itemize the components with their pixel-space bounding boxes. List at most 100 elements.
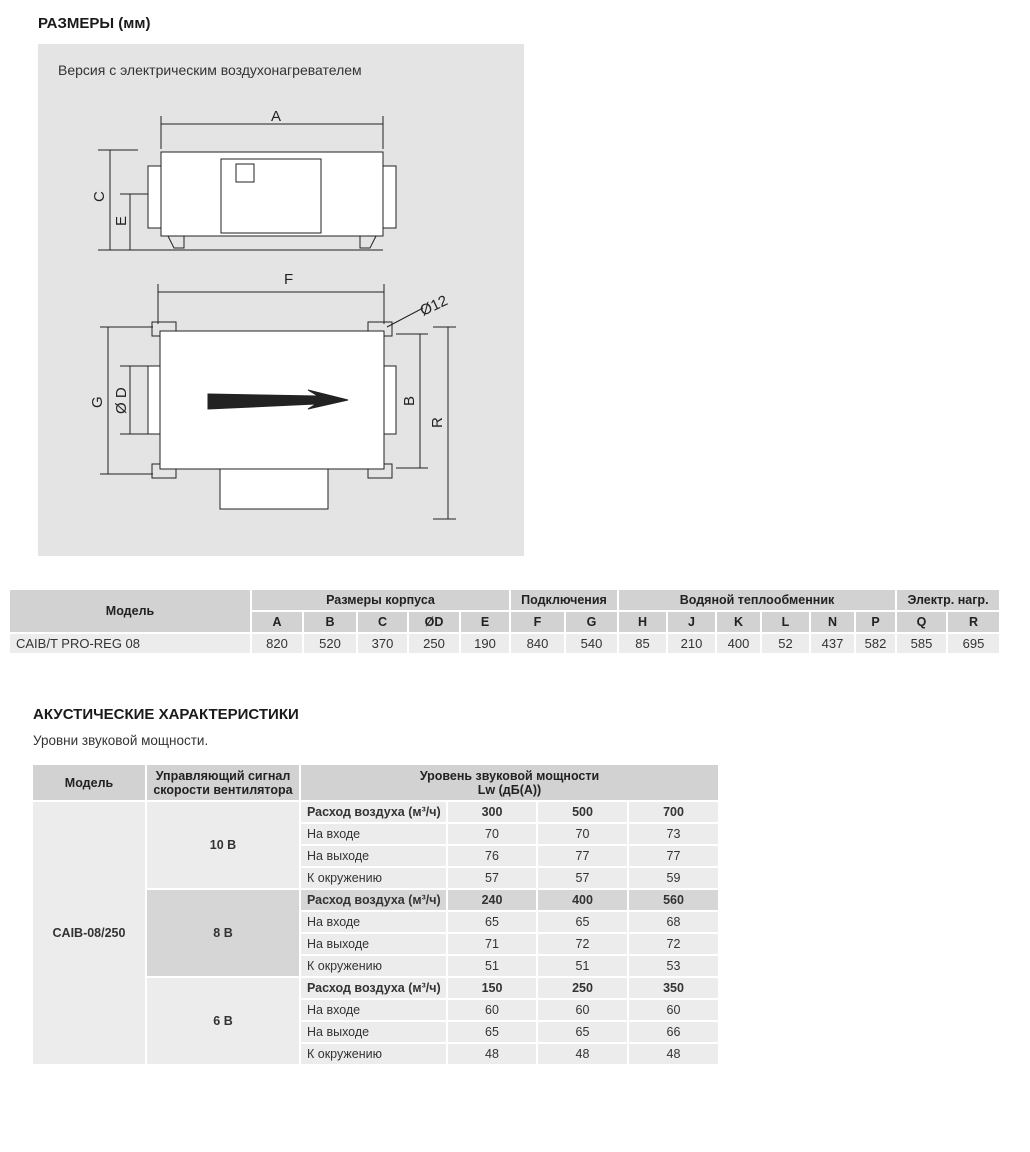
value-cell: 48	[448, 1044, 536, 1064]
acoustic-table: Модель Управляющий сигнал скорости венти…	[31, 763, 720, 1066]
label-B: B	[401, 396, 418, 406]
row-label: Расход воздуха (м³/ч)	[301, 890, 446, 910]
column-header: G	[566, 612, 617, 632]
value-cell: 250	[409, 634, 459, 653]
value-cell: 70	[538, 824, 627, 844]
label-F: F	[284, 271, 293, 288]
value-cell: 400	[538, 890, 627, 910]
value-cell: 820	[252, 634, 302, 653]
unit-drawing: A C E F Ø12 G Ø D B R	[89, 108, 456, 520]
value-cell: 65	[538, 912, 627, 932]
dimensions-title: РАЗМЕРЫ (мм)	[38, 15, 151, 32]
row-label: На выходе	[301, 846, 446, 866]
row-label: Расход воздуха (м³/ч)	[301, 802, 446, 822]
column-header: E	[461, 612, 509, 632]
signal-cell: 8 В	[147, 890, 299, 976]
table-row: На выходе 71 72 72	[33, 934, 718, 954]
value-cell: 73	[629, 824, 718, 844]
row-label: На выходе	[301, 934, 446, 954]
column-header: B	[304, 612, 356, 632]
table-row: На входе 70 70 73	[33, 824, 718, 844]
label-R: R	[429, 417, 446, 428]
row-label: Расход воздуха (м³/ч)	[301, 978, 446, 998]
row-label: На входе	[301, 912, 446, 932]
column-header: J	[668, 612, 715, 632]
column-header: L	[762, 612, 809, 632]
value-cell: 520	[304, 634, 356, 653]
dimensions-table: Модель Размеры корпуса Подключения Водян…	[8, 588, 1001, 655]
column-header: Q	[897, 612, 946, 632]
table-row: К окружению 51 51 53	[33, 956, 718, 976]
column-header: N	[811, 612, 854, 632]
value-cell: 350	[629, 978, 718, 998]
column-header: K	[717, 612, 760, 632]
value-cell: 400	[717, 634, 760, 653]
level-unit: Lw (дБ(A))	[477, 782, 542, 797]
value-cell: 60	[629, 1000, 718, 1020]
value-cell: 48	[538, 1044, 627, 1064]
acoustic-subtitle: Уровни звуковой мощности.	[33, 733, 209, 748]
signal-header: Управляющий сигнал скорости вентилятора	[147, 765, 299, 800]
value-cell: 250	[538, 978, 627, 998]
level-title: Уровень звуковой мощности	[419, 768, 600, 783]
value-cell: 53	[629, 956, 718, 976]
value-cell: 72	[538, 934, 627, 954]
value-cell: 57	[538, 868, 627, 888]
signal-cell: 10 В	[147, 802, 299, 888]
value-cell: 210	[668, 634, 715, 653]
value-cell: 48	[629, 1044, 718, 1064]
group-header: Подключения	[511, 590, 617, 610]
model-header: Модель	[10, 590, 250, 632]
column-header: R	[948, 612, 999, 632]
column-header: F	[511, 612, 564, 632]
value-cell: 500	[538, 802, 627, 822]
dimension-drawing: Версия с электрическим воздухонагревател…	[38, 44, 524, 556]
value-cell: 59	[629, 868, 718, 888]
table-row: 6 В Расход воздуха (м³/ч) 150 250 350	[33, 978, 718, 1064]
value-cell: 71	[448, 934, 536, 954]
drawing-caption: Версия с электрическим воздухонагревател…	[58, 62, 362, 78]
value-cell: 370	[358, 634, 407, 653]
group-header: Электр. нагр.	[897, 590, 999, 610]
value-cell: 77	[629, 846, 718, 866]
table-row: На входе 60 60 60	[33, 1000, 718, 1020]
acoustic-title: АКУСТИЧЕСКИЕ ХАРАКТЕРИСТИКИ	[33, 706, 299, 723]
value-cell: 65	[538, 1022, 627, 1042]
column-header: C	[358, 612, 407, 632]
value-cell: 150	[448, 978, 536, 998]
value-cell: 700	[629, 802, 718, 822]
column-header: H	[619, 612, 666, 632]
value-cell: 60	[448, 1000, 536, 1020]
group-header: Водяной теплообменник	[619, 590, 895, 610]
value-cell: 540	[566, 634, 617, 653]
model-cell: CAIB/T PRO-REG 08	[10, 634, 250, 653]
label-E: E	[113, 216, 130, 226]
model-cell: CAIB-08/250	[33, 802, 145, 1064]
value-cell: 85	[619, 634, 666, 653]
row-label: К окружению	[301, 868, 446, 888]
value-cell: 585	[897, 634, 946, 653]
row-label: На выходе	[301, 1022, 446, 1042]
row-label: К окружению	[301, 1044, 446, 1064]
value-cell: 51	[448, 956, 536, 976]
signal-cell: 6 В	[147, 978, 299, 1064]
row-label: На входе	[301, 824, 446, 844]
table-row: На выходе 65 65 66	[33, 1022, 718, 1042]
table-row: На входе 65 65 68	[33, 912, 718, 932]
value-cell: 190	[461, 634, 509, 653]
label-G: G	[89, 396, 106, 408]
row-label: На входе	[301, 1000, 446, 1020]
table-row: К окружению 57 57 59	[33, 868, 718, 888]
value-cell: 77	[538, 846, 627, 866]
label-D: Ø D	[113, 387, 130, 414]
value-cell: 840	[511, 634, 564, 653]
value-cell: 560	[629, 890, 718, 910]
table-row: 8 В Расход воздуха (м³/ч) 240 400 560	[33, 890, 718, 976]
column-header: A	[252, 612, 302, 632]
value-cell: 60	[538, 1000, 627, 1020]
value-cell: 240	[448, 890, 536, 910]
value-cell: 66	[629, 1022, 718, 1042]
group-header: Размеры корпуса	[252, 590, 509, 610]
column-header: ØD	[409, 612, 459, 632]
value-cell: 76	[448, 846, 536, 866]
